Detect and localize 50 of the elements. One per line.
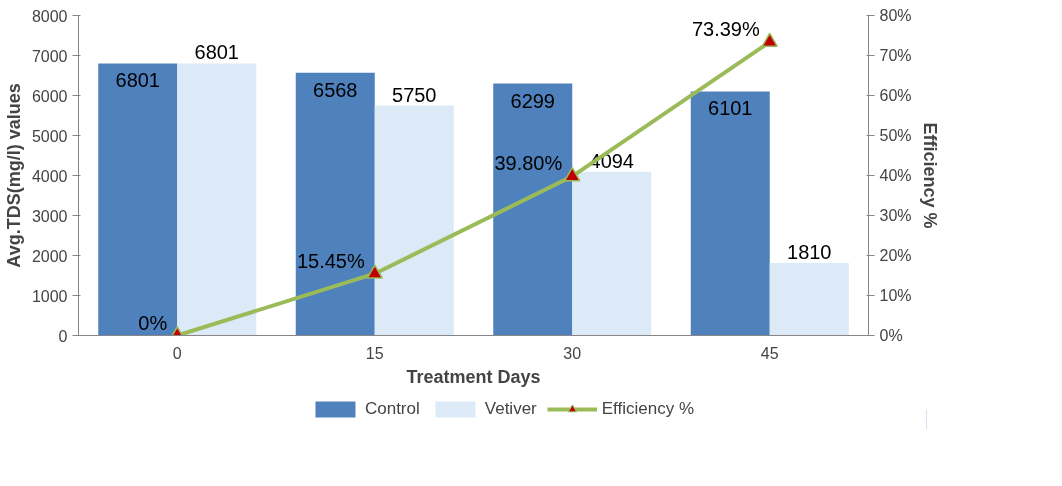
y2-tick-label: 10% [879, 287, 912, 304]
x-tick-label: 15 [365, 344, 384, 362]
legend-label: Control [364, 399, 420, 419]
y2-axis-title: Efficiency % [919, 122, 940, 229]
point [366, 264, 383, 279]
point [564, 166, 581, 182]
bar [690, 91, 770, 336]
y-tick-label: 5000 [31, 127, 68, 145]
data-label: 6801 [194, 41, 239, 64]
y-tick-label: 6000 [31, 87, 68, 105]
y-tick-label: 7000 [31, 47, 68, 65]
y2-tick-label: 50% [879, 127, 912, 144]
x-tick-label: 45 [760, 344, 779, 362]
y-tick-label: 2000 [31, 247, 68, 265]
y-tick-label: 3000 [31, 207, 68, 225]
bar [374, 105, 454, 336]
legend-label: Vetiver [484, 399, 537, 419]
y2-tick-label: 80% [879, 7, 912, 24]
data-label: 1810 [787, 241, 832, 264]
y2-tick-label: 20% [879, 247, 912, 264]
y-axis-title: Avg.TDS(mg/l) values [3, 83, 24, 268]
y-tick-label: 0 [58, 327, 68, 345]
y2-tick-label: 0% [879, 327, 903, 344]
y2-tick-label: 30% [879, 207, 912, 224]
data-label: 6801 [115, 69, 160, 92]
data-label: 5750 [392, 83, 437, 106]
data-label: 6101 [708, 97, 753, 120]
data-label: 39.80% [494, 152, 563, 175]
y-tick-label: 4000 [31, 167, 68, 185]
bar [98, 63, 178, 336]
bar [177, 63, 257, 336]
data-label: 15.45% [296, 249, 365, 272]
bar [572, 171, 652, 336]
data-label: 6299 [510, 89, 555, 112]
y-tick-label: 1000 [31, 287, 68, 305]
point [761, 32, 778, 48]
x-tick-label: 0 [172, 344, 182, 362]
data-label: 6568 [313, 78, 358, 101]
data-label: 0% [138, 311, 168, 334]
bar [493, 83, 573, 336]
data-label: 73.39% [691, 17, 760, 40]
legend-label: Efficiency % [601, 399, 695, 419]
y2-tick-label: 40% [879, 167, 912, 184]
y2-tick-label: 70% [879, 47, 912, 64]
bar [769, 263, 849, 336]
x-tick-label: 30 [563, 344, 582, 362]
y2-tick-label: 60% [879, 87, 912, 104]
y-tick-label: 8000 [31, 7, 68, 25]
bar [295, 72, 375, 336]
x-axis-title: Treatment Days [406, 366, 541, 387]
